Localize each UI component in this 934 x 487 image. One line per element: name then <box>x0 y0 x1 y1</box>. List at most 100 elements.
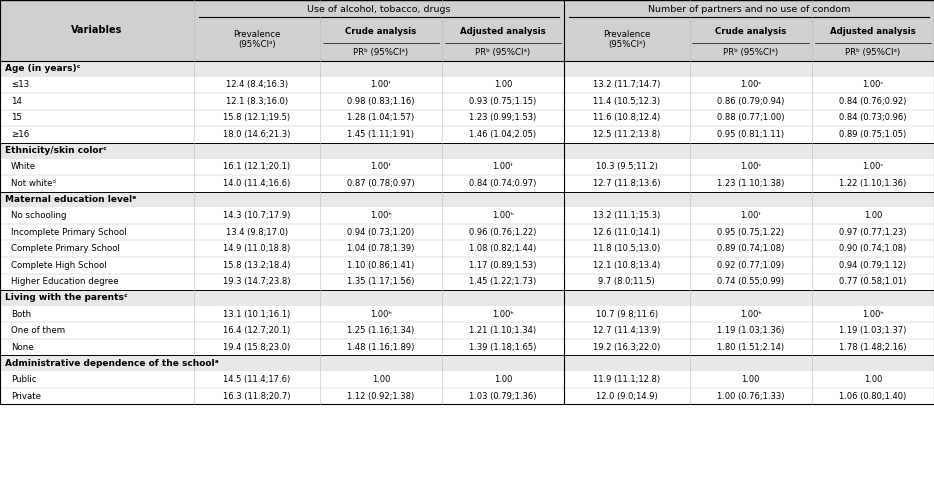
Text: 0.96 (0.76;1.22): 0.96 (0.76;1.22) <box>469 228 537 237</box>
Text: 16.1 (12.1;20.1): 16.1 (12.1;20.1) <box>223 162 290 171</box>
Text: 1.00: 1.00 <box>494 375 512 384</box>
Text: 1.23 (1.10;1.38): 1.23 (1.10;1.38) <box>717 179 785 188</box>
Text: 1.00ʰ: 1.00ʰ <box>492 310 514 318</box>
Text: 11.9 (11.1;12.8): 11.9 (11.1;12.8) <box>593 375 660 384</box>
Text: ≥16: ≥16 <box>11 130 30 139</box>
Text: Adjusted analysis: Adjusted analysis <box>460 27 545 36</box>
Text: 1.04 (0.78;1.39): 1.04 (0.78;1.39) <box>347 244 415 253</box>
Text: 1.39 (1.18;1.65): 1.39 (1.18;1.65) <box>469 343 537 352</box>
Text: 19.4 (15.8;23.0): 19.4 (15.8;23.0) <box>223 343 290 352</box>
Text: 1.00ᶜ: 1.00ᶜ <box>740 162 761 171</box>
Text: 12.5 (11.2;13.8): 12.5 (11.2;13.8) <box>593 130 660 139</box>
Text: 1.35 (1.17;1.56): 1.35 (1.17;1.56) <box>347 277 415 286</box>
Text: None: None <box>11 343 34 352</box>
Text: Not whiteᵈ: Not whiteᵈ <box>11 179 56 188</box>
Text: Public: Public <box>11 375 36 384</box>
Text: 0.84 (0.73;0.96): 0.84 (0.73;0.96) <box>839 113 907 122</box>
Bar <box>0 241 934 257</box>
Bar <box>0 61 934 76</box>
Text: Prevalence
(95%CIᵃ): Prevalence (95%CIᵃ) <box>234 30 280 49</box>
Text: White: White <box>11 162 36 171</box>
Text: 0.93 (0.75;1.15): 0.93 (0.75;1.15) <box>470 97 537 106</box>
Text: Complete Primary School: Complete Primary School <box>11 244 120 253</box>
Text: 0.90 (0.74;1.08): 0.90 (0.74;1.08) <box>840 244 907 253</box>
Text: 11.4 (10.5;12.3): 11.4 (10.5;12.3) <box>593 97 660 106</box>
Text: Living with the parentsᶜ: Living with the parentsᶜ <box>5 294 127 302</box>
Text: 14.5 (11.4;17.6): 14.5 (11.4;17.6) <box>223 375 290 384</box>
Bar <box>0 76 934 93</box>
Bar <box>442 18 564 44</box>
Text: 1.00ʰ: 1.00ʰ <box>740 310 761 318</box>
Text: 12.0 (9.0;14.9): 12.0 (9.0;14.9) <box>596 392 658 401</box>
Bar <box>0 306 934 322</box>
Bar <box>0 159 934 175</box>
Text: 0.97 (0.77;1.23): 0.97 (0.77;1.23) <box>839 228 907 237</box>
Text: 1.25 (1.16;1.34): 1.25 (1.16;1.34) <box>347 326 415 335</box>
Text: No schooling: No schooling <box>11 211 66 220</box>
Bar <box>0 224 934 241</box>
Text: 12.6 (11.0;14.1): 12.6 (11.0;14.1) <box>593 228 660 237</box>
Text: Prevalence
(95%CIᵃ): Prevalence (95%CIᵃ) <box>603 30 651 49</box>
Text: 1.00: 1.00 <box>864 375 882 384</box>
Text: 1.00ᶠ: 1.00ᶠ <box>371 80 391 89</box>
Text: 0.94 (0.79;1.12): 0.94 (0.79;1.12) <box>840 261 907 270</box>
Text: 1.06 (0.80;1.40): 1.06 (0.80;1.40) <box>840 392 907 401</box>
Text: Both: Both <box>11 310 32 318</box>
Bar <box>564 0 934 18</box>
Text: 1.28 (1.04;1.57): 1.28 (1.04;1.57) <box>347 113 415 122</box>
Text: 1.00ᶜ: 1.00ᶜ <box>862 80 884 89</box>
Text: 1.22 (1.10;1.36): 1.22 (1.10;1.36) <box>840 179 907 188</box>
Text: 11.8 (10.5;13.0): 11.8 (10.5;13.0) <box>593 244 660 253</box>
Text: 0.84 (0.74;0.97): 0.84 (0.74;0.97) <box>469 179 537 188</box>
Bar <box>319 18 442 44</box>
Text: 18.0 (14.6;21.3): 18.0 (14.6;21.3) <box>223 130 290 139</box>
Text: 0.86 (0.79;0.94): 0.86 (0.79;0.94) <box>717 97 785 106</box>
Bar <box>0 0 194 61</box>
Text: 1.03 (0.79;1.36): 1.03 (0.79;1.36) <box>469 392 537 401</box>
Bar <box>689 44 812 61</box>
Text: 10.7 (9.8;11.6): 10.7 (9.8;11.6) <box>596 310 658 318</box>
Text: 0.95 (0.75;1.22): 0.95 (0.75;1.22) <box>717 228 785 237</box>
Text: 1.00ᶜ: 1.00ᶜ <box>862 162 884 171</box>
Text: 10.3 (9.5;11.2): 10.3 (9.5;11.2) <box>596 162 658 171</box>
Bar <box>194 18 319 61</box>
Text: 19.2 (16.3;22.0): 19.2 (16.3;22.0) <box>593 343 660 352</box>
Text: Use of alcohol, tobacco, drugs: Use of alcohol, tobacco, drugs <box>307 4 451 14</box>
Text: 0.89 (0.74;1.08): 0.89 (0.74;1.08) <box>717 244 785 253</box>
Text: 1.45 (1.11;1.91): 1.45 (1.11;1.91) <box>347 130 415 139</box>
Text: 0.84 (0.76;0.92): 0.84 (0.76;0.92) <box>840 97 907 106</box>
Text: 0.94 (0.73;1.20): 0.94 (0.73;1.20) <box>347 228 415 237</box>
Text: 1.46 (1.04;2.05): 1.46 (1.04;2.05) <box>470 130 536 139</box>
Text: 1.00ʰ: 1.00ʰ <box>370 310 391 318</box>
Text: PRᵇ (95%CIᵃ): PRᵇ (95%CIᵃ) <box>723 48 778 57</box>
Bar <box>0 143 934 159</box>
Text: 1.00ᶠ: 1.00ᶠ <box>492 162 514 171</box>
Text: Higher Education degree: Higher Education degree <box>11 277 119 286</box>
Bar <box>442 44 564 61</box>
Text: 12.4 (8.4;16.3): 12.4 (8.4;16.3) <box>226 80 288 89</box>
Bar <box>0 339 934 356</box>
Bar <box>812 18 934 44</box>
Text: 0.98 (0.83;1.16): 0.98 (0.83;1.16) <box>347 97 415 106</box>
Text: 13.4 (9.8;17.0): 13.4 (9.8;17.0) <box>226 228 288 237</box>
Text: 16.4 (12.7;20.1): 16.4 (12.7;20.1) <box>223 326 290 335</box>
Bar <box>0 274 934 290</box>
Text: 1.00ᶠ: 1.00ᶠ <box>741 211 761 220</box>
Text: One of them: One of them <box>11 326 65 335</box>
Text: 12.1 (8.3;16.0): 12.1 (8.3;16.0) <box>226 97 288 106</box>
Text: Adjusted analysis: Adjusted analysis <box>830 27 915 36</box>
Text: 1.00: 1.00 <box>494 80 512 89</box>
Text: 16.3 (11.8;20.7): 16.3 (11.8;20.7) <box>223 392 290 401</box>
Text: Maternal education levelᵉ: Maternal education levelᵉ <box>5 195 136 204</box>
Text: 0.77 (0.58;1.01): 0.77 (0.58;1.01) <box>840 277 907 286</box>
Text: 1.00ʰ: 1.00ʰ <box>370 211 391 220</box>
Text: 12.1 (10.8;13.4): 12.1 (10.8;13.4) <box>593 261 660 270</box>
Text: 1.00ᶠ: 1.00ᶠ <box>371 162 391 171</box>
Bar <box>194 0 564 18</box>
Bar <box>0 126 934 143</box>
Bar <box>319 44 442 61</box>
Bar <box>0 175 934 191</box>
Text: Complete High School: Complete High School <box>11 261 106 270</box>
Text: 1.21 (1.10;1.34): 1.21 (1.10;1.34) <box>470 326 536 335</box>
Text: 1.48 (1.16;1.89): 1.48 (1.16;1.89) <box>347 343 415 352</box>
